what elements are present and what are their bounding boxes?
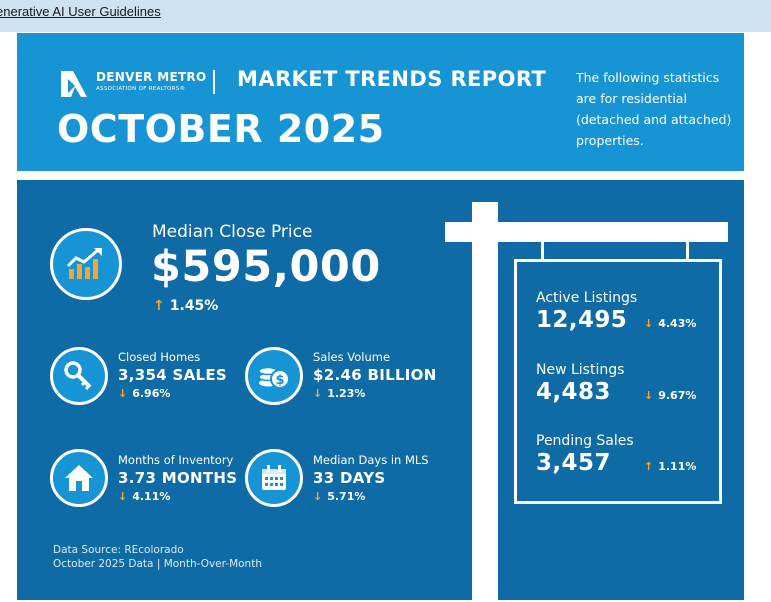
org-name: DENVER METRO (96, 70, 207, 84)
arrow-down-icon: ↓ (644, 317, 654, 330)
footnote-source: Data Source: REcolorado (53, 544, 184, 556)
stat-label-days-mls: Median Days in MLS (313, 453, 429, 467)
data-source-footnote: Data Source: REcolorado October 2025 Dat… (53, 543, 262, 571)
footnote-period: October 2025 Data | Month-Over-Month (53, 558, 262, 570)
stat-label-months-inventory: Months of Inventory (118, 453, 234, 467)
sign-label-pending-sales: Pending Sales (536, 433, 634, 449)
sales-volume-icon-circle: $ (245, 347, 303, 405)
sign-post-arm (445, 222, 728, 242)
arrow-up-icon: ↑ (644, 460, 654, 473)
closed-homes-icon-circle (50, 347, 108, 405)
sign-change-active-listings: ↓ 4.43% (644, 317, 696, 330)
median-price-value: $595,000 (151, 242, 381, 292)
report-month: OCTOBER 2025 (57, 107, 385, 151)
sign-change-pending-sales: ↑ 1.11% (644, 460, 696, 473)
sign-value-pending-sales: 3,457 (536, 450, 611, 476)
stat-label-sales-volume: Sales Volume (313, 350, 391, 364)
stat-change-months-inventory: ↓ 4.11% (118, 490, 170, 503)
days-mls-icon-circle (245, 449, 303, 507)
coins-icon: $ (258, 366, 290, 389)
stat-change-value: 1.23% (327, 387, 366, 400)
median-price-change: ↑ 1.45% (153, 298, 218, 314)
arrow-down-icon: ↓ (118, 490, 128, 503)
stat-label-closed-homes: Closed Homes (118, 350, 201, 364)
stat-change-days-mls: ↓ 5.71% (313, 490, 365, 503)
arrow-down-icon: ↓ (313, 387, 323, 400)
calendar-icon (262, 465, 286, 490)
market-trends-infographic: DENVER METRO ASSOCIATION OF REALTORS® MA… (17, 33, 744, 602)
sign-change-value: 4.43% (658, 317, 697, 330)
sign-change-new-listings: ↓ 9.67% (644, 389, 696, 402)
arrow-down-icon: ↓ (313, 490, 323, 503)
sign-value-new-listings: 4,483 (536, 379, 611, 405)
browser-top-bar: enerative AI User Guidelines (0, 0, 771, 32)
sign-change-value: 1.11% (658, 460, 697, 473)
chart-trend-up-icon (66, 248, 102, 279)
header-divider (213, 70, 215, 94)
inventory-icon-circle (50, 449, 108, 507)
sign-chain-right (686, 242, 689, 259)
report-header: DENVER METRO ASSOCIATION OF REALTORS® MA… (17, 33, 744, 171)
sign-label-active-listings: Active Listings (536, 290, 638, 306)
arrow-up-icon: ↑ (153, 298, 165, 314)
arrow-down-icon: ↓ (644, 389, 654, 402)
median-price-icon-circle (50, 228, 122, 300)
median-price-label: Median Close Price (152, 222, 313, 242)
stat-value-closed-homes: 3,354 SALES (118, 366, 227, 384)
listings-sign: Active Listings 12,495 ↓ 4.43% New Listin… (514, 259, 722, 504)
sign-post (472, 202, 498, 602)
sign-chain-left (541, 242, 544, 259)
median-price-change-value: 1.45% (169, 298, 219, 314)
stat-change-value: 4.11% (132, 490, 171, 503)
sign-label-new-listings: New Listings (536, 362, 625, 378)
stat-value-months-inventory: 3.73 MONTHS (118, 469, 238, 487)
stat-value-sales-volume: $2.46 BILLION (313, 366, 437, 384)
stat-change-sales-volume: ↓ 1.23% (313, 387, 365, 400)
arrow-down-icon: ↓ (118, 387, 128, 400)
stats-panel: Median Close Price $595,000 ↑ 1.45% Close… (17, 180, 744, 602)
stat-change-value: 5.71% (327, 490, 366, 503)
sign-change-value: 9.67% (658, 389, 697, 402)
header-note: The following statistics are for residen… (576, 70, 732, 148)
report-title: MARKET TRENDS REPORT (237, 67, 547, 91)
house-icon (65, 465, 93, 491)
sign-value-active-listings: 12,495 (536, 307, 628, 333)
stat-change-value: 6.96% (132, 387, 171, 400)
key-icon (64, 361, 92, 391)
dmar-logo-icon (61, 71, 87, 97)
stat-value-days-mls: 33 DAYS (313, 469, 386, 487)
stat-change-closed-homes: ↓ 6.96% (118, 387, 170, 400)
org-subtitle: ASSOCIATION OF REALTORS® (96, 86, 186, 92)
svg-text:$: $ (275, 373, 284, 388)
guidelines-link[interactable]: enerative AI User Guidelines (0, 4, 161, 19)
